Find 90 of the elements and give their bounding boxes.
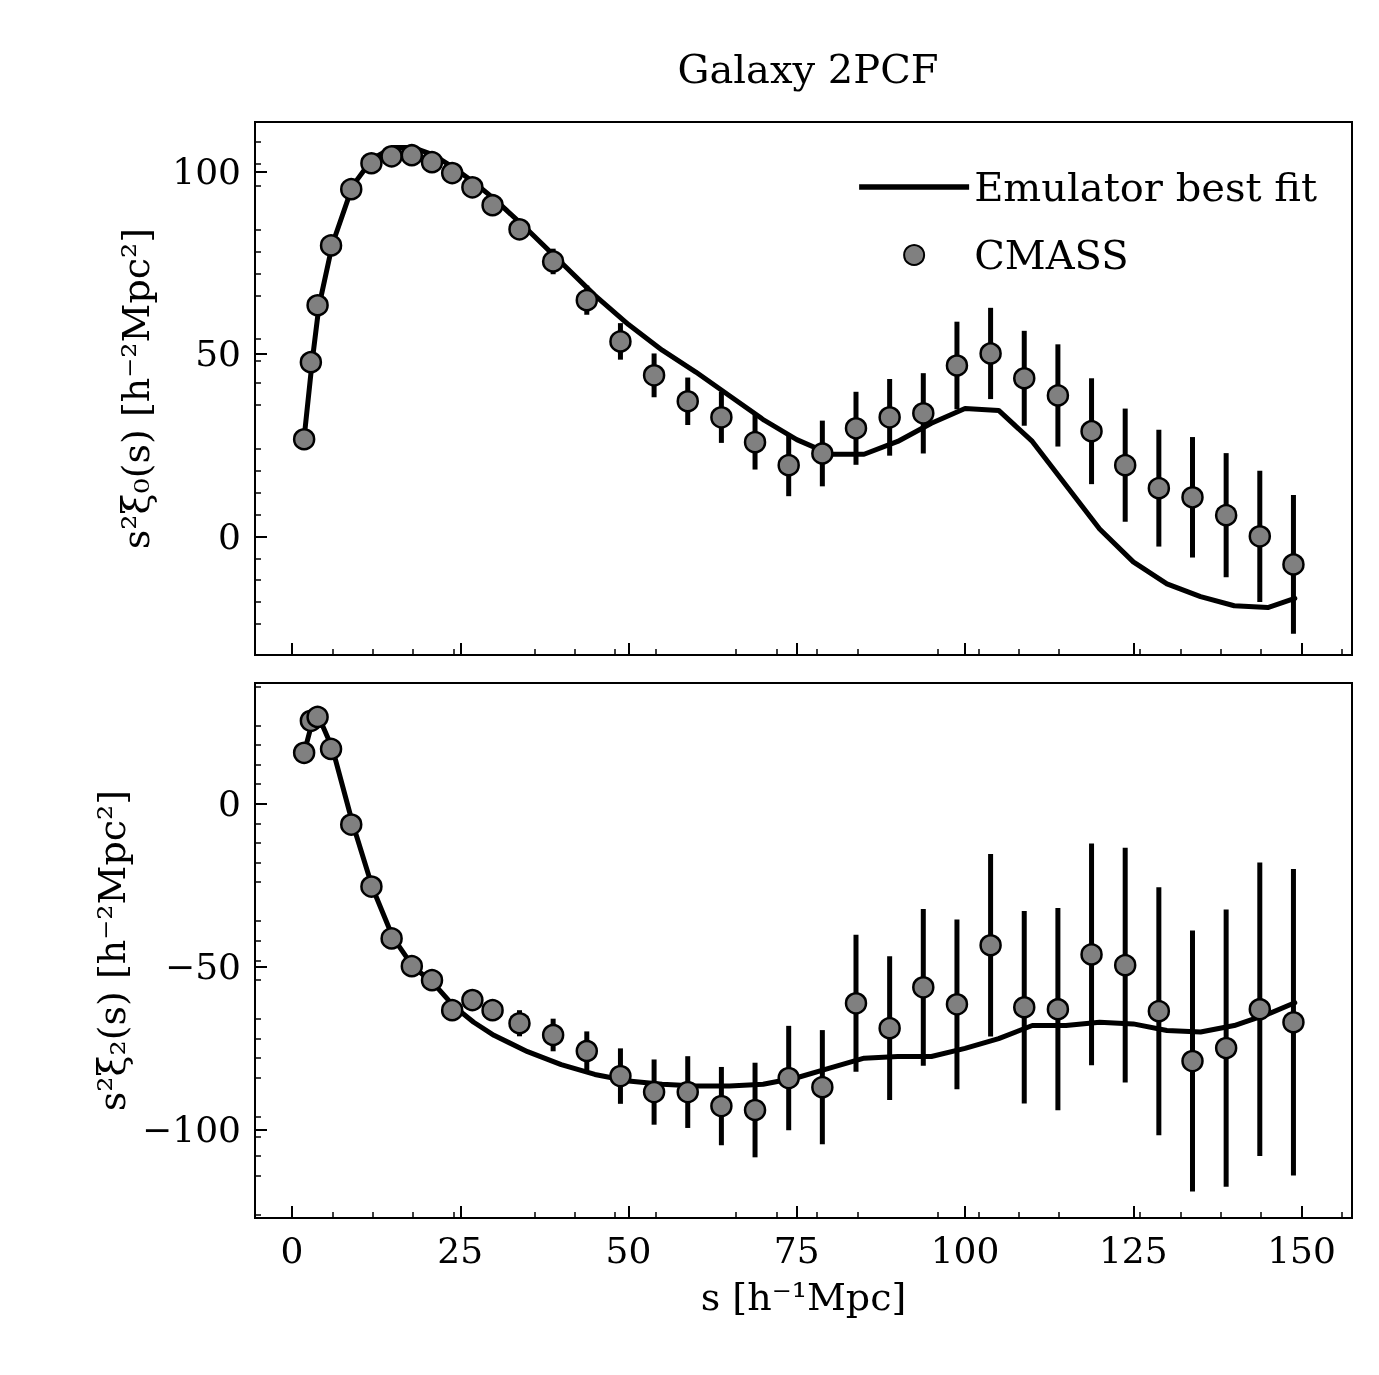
point [1113,453,1137,477]
x-axis-title: s [h⁻¹Mpc] [700,1275,907,1319]
point [292,428,316,451]
point [979,342,1002,365]
chart-title: Galaxy 2PCF [677,46,939,92]
point [710,1094,733,1118]
point [945,993,969,1016]
point [508,218,531,241]
point [360,875,383,898]
point [1046,997,1070,1021]
point [400,143,424,167]
point [420,968,444,992]
point [1248,525,1272,548]
point [945,354,969,377]
point [420,150,444,174]
y-tick-label: 50 [195,333,241,375]
point [319,737,343,761]
point [440,161,464,185]
point [609,330,632,353]
point [811,1075,834,1099]
point [380,927,403,950]
point [306,705,329,729]
point [1080,419,1103,443]
y-tick-label: 0 [218,783,241,825]
point [710,406,733,429]
point [642,1080,666,1104]
point [481,998,504,1022]
point [844,992,868,1015]
point [878,1016,901,1040]
point [292,741,316,765]
x-tick-label: 100 [930,1229,1000,1271]
point [844,417,868,440]
point [360,152,383,175]
point [1214,503,1238,527]
point [461,176,484,199]
point [340,177,363,201]
point [1080,943,1103,966]
point [743,1098,767,1122]
point [1248,997,1272,1021]
point [380,145,403,168]
point [541,250,565,273]
legend-label: Emulator best fit [974,164,1317,210]
x-tick-label: 25 [437,1229,484,1271]
point [481,193,504,217]
point [306,294,329,317]
point [912,402,935,425]
point [1113,953,1137,977]
y-tick-label: 100 [172,150,241,192]
point [743,430,767,454]
point [878,406,901,429]
point [777,453,800,477]
legend-label: CMASS [974,232,1129,278]
point [575,288,599,312]
y-axis-title: s²ξ₀(s) [h⁻²Mpc²] [114,227,158,550]
point [777,1066,800,1090]
point [912,976,935,999]
point [676,1080,699,1104]
point [340,813,363,836]
point [461,988,484,1012]
point [575,1039,599,1063]
x-tick-label: 150 [1267,1229,1336,1271]
point [1147,476,1171,500]
x-tick-label: 75 [773,1229,820,1271]
point [299,350,323,374]
point [1147,999,1171,1023]
y-tick-label: −50 [165,946,241,988]
point [400,954,424,978]
point [1013,996,1036,1019]
point [811,442,834,465]
x-tick-label: 50 [605,1229,652,1271]
point [1181,1049,1204,1073]
point [609,1064,632,1088]
point [1214,1036,1238,1060]
point [1013,367,1036,390]
point [1046,384,1070,407]
point [319,234,343,257]
x-tick-label: 0 [280,1229,304,1271]
point [642,364,666,387]
point [508,1012,531,1035]
point [541,1023,565,1047]
y-axis-title: s²ξ₂(s) [h⁻²Mpc²] [90,789,135,1112]
y-tick-label: −100 [142,1109,241,1151]
point [1282,553,1305,576]
point [1282,1011,1305,1034]
x-tick-label: 125 [1098,1229,1168,1271]
point [979,934,1002,957]
y-tick-label: 0 [218,515,241,557]
point [440,998,464,1022]
point [676,390,699,413]
point [1181,486,1204,509]
